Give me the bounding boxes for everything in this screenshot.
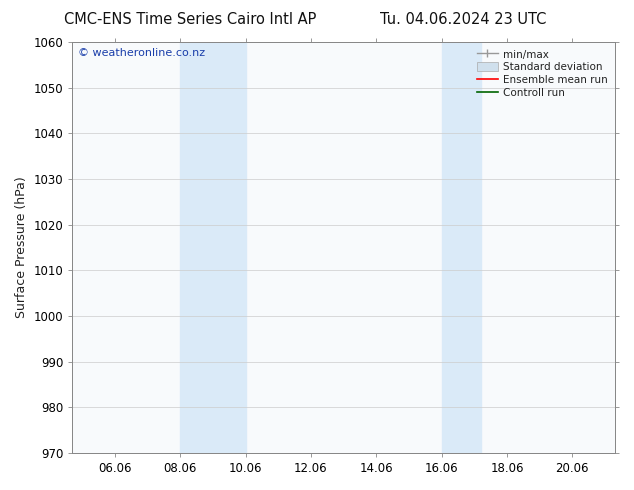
Legend: min/max, Standard deviation, Ensemble mean run, Controll run: min/max, Standard deviation, Ensemble me… (475, 47, 610, 100)
Text: CMC-ENS Time Series Cairo Intl AP: CMC-ENS Time Series Cairo Intl AP (64, 12, 316, 27)
Text: Tu. 04.06.2024 23 UTC: Tu. 04.06.2024 23 UTC (380, 12, 546, 27)
Y-axis label: Surface Pressure (hPa): Surface Pressure (hPa) (15, 176, 28, 318)
Bar (180, 42, 245, 453)
Bar (442, 42, 481, 453)
Text: © weatheronline.co.nz: © weatheronline.co.nz (78, 48, 205, 58)
